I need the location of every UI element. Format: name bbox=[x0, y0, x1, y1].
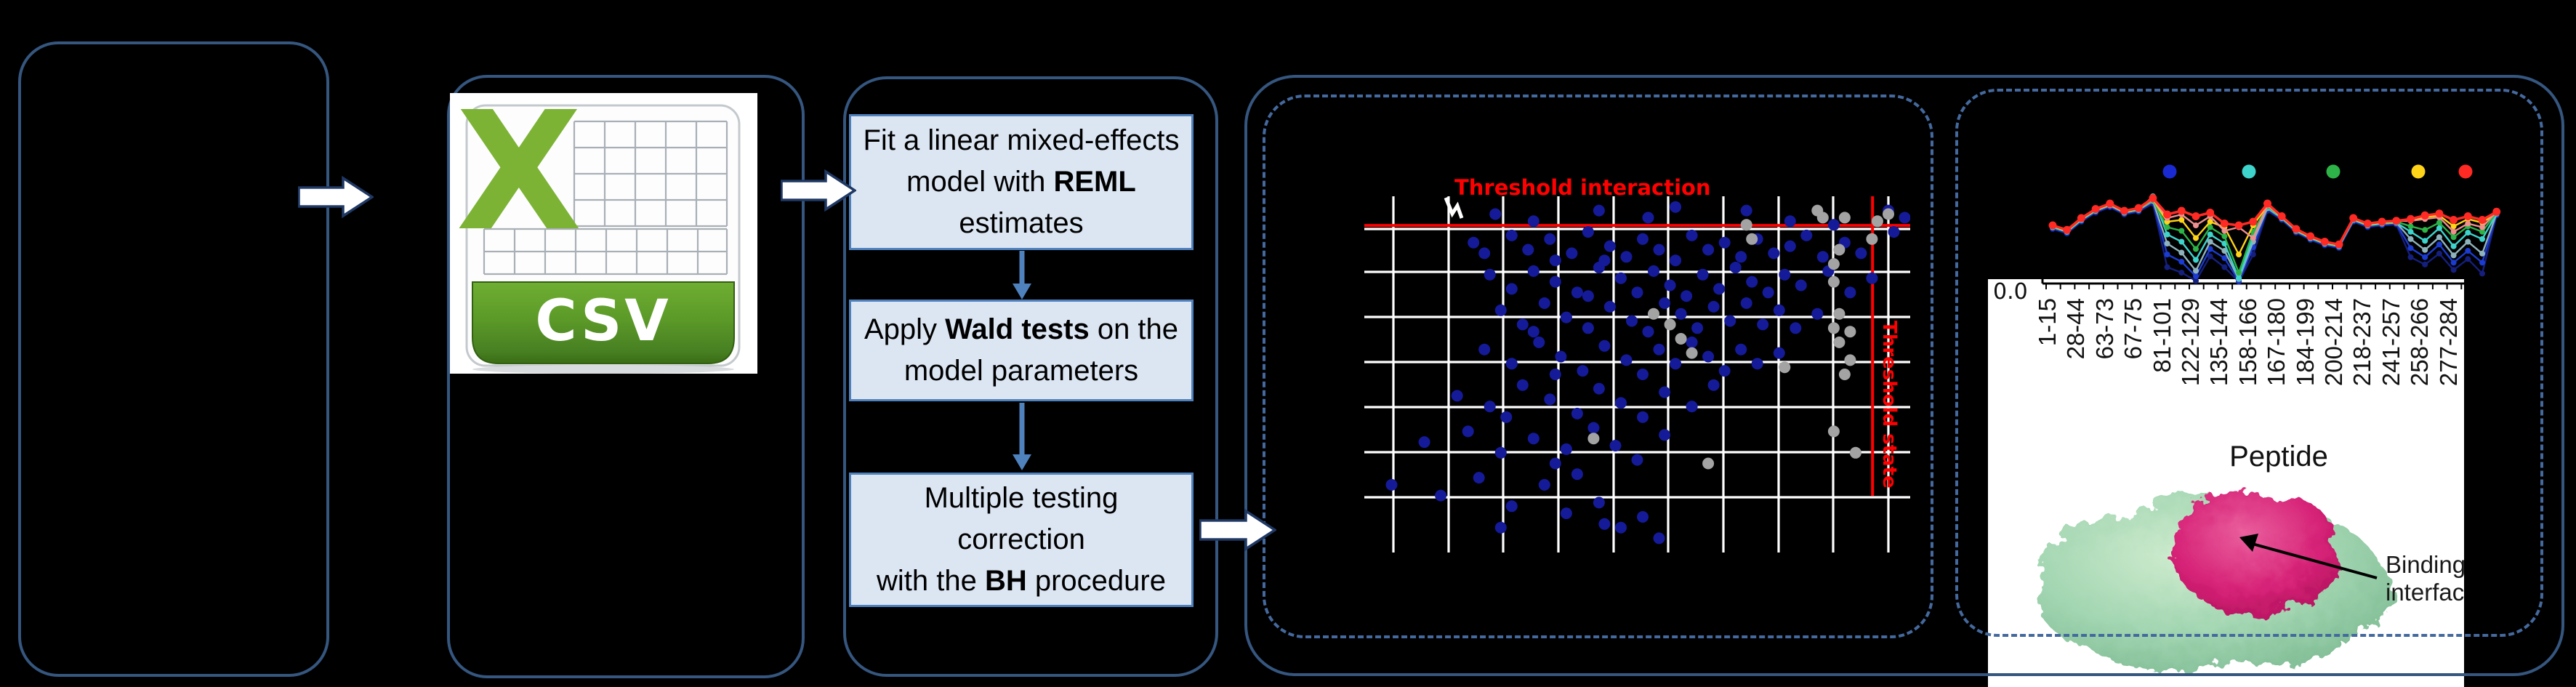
threshold-interaction-label: Threshold interaction bbox=[1454, 175, 1711, 200]
flow-box-reml-text: Fit a linear mixed-effects model with RE… bbox=[863, 124, 1180, 239]
arrow-reml-to-wald bbox=[1013, 251, 1031, 300]
legend-dot bbox=[2162, 164, 2177, 179]
flow-box-reml: Fit a linear mixed-effects model with RE… bbox=[849, 114, 1194, 250]
csv-file-icon: X CSV bbox=[450, 93, 757, 374]
flow-box-bh-text: Multiple testing correction with the BH … bbox=[877, 482, 1166, 597]
peptide-uptake-line-chart bbox=[2041, 164, 2501, 289]
panel-step1 bbox=[18, 41, 329, 677]
y-axis-tick-0: 0.0 bbox=[1993, 279, 2028, 305]
arrow-step1-to-step2 bbox=[298, 175, 374, 219]
flow-box-wald: Apply Wald tests on the model parameters bbox=[849, 300, 1194, 401]
flow-box-wald-text: Apply Wald tests on the model parameters bbox=[864, 313, 1179, 387]
icon-shadow bbox=[472, 365, 734, 374]
panel-step3-model bbox=[843, 76, 1218, 677]
csv-banner-text: CSV bbox=[535, 289, 671, 354]
binding-interface-arrowhead bbox=[2239, 534, 2258, 552]
panel-peptide-dashed bbox=[1955, 89, 2543, 637]
protein-structure-image bbox=[2040, 491, 2394, 672]
excel-x-glyph: X bbox=[456, 93, 581, 268]
panel-step2-csv bbox=[447, 75, 805, 678]
cursor-artifact bbox=[1444, 197, 1464, 219]
arrow-step3-to-results bbox=[1199, 508, 1276, 552]
arrow-wald-to-bh bbox=[1013, 403, 1031, 470]
binding-interface-label: Binding interface bbox=[2386, 551, 2464, 606]
legend-dot bbox=[2458, 164, 2473, 179]
binding-interface-arrow bbox=[2249, 542, 2378, 579]
protein-surface-magenta bbox=[2172, 491, 2338, 616]
peptide-axis-label: Peptide bbox=[2229, 441, 2328, 473]
results-group-box bbox=[1244, 75, 2564, 676]
legend-dot bbox=[2411, 164, 2426, 179]
panel-scatter-dashed bbox=[1263, 95, 1933, 638]
threshold-scatter-plot bbox=[1364, 196, 1910, 553]
series-salmon bbox=[2052, 198, 2497, 246]
arrow-step2-to-step3 bbox=[781, 169, 856, 212]
flow-box-bh: Multiple testing correction with the BH … bbox=[849, 473, 1194, 607]
peptide-figure-panel: 0.0 Peptide Binding interface 1-1528-446… bbox=[1988, 279, 2464, 687]
spreadsheet-grid bbox=[483, 120, 728, 276]
threshold-state-label: Threshold state bbox=[1878, 321, 1900, 489]
legend-dot bbox=[2242, 164, 2256, 179]
csv-icon-graphic: X CSV bbox=[456, 93, 741, 374]
csv-banner bbox=[472, 281, 735, 364]
legend-dot bbox=[2326, 164, 2340, 179]
